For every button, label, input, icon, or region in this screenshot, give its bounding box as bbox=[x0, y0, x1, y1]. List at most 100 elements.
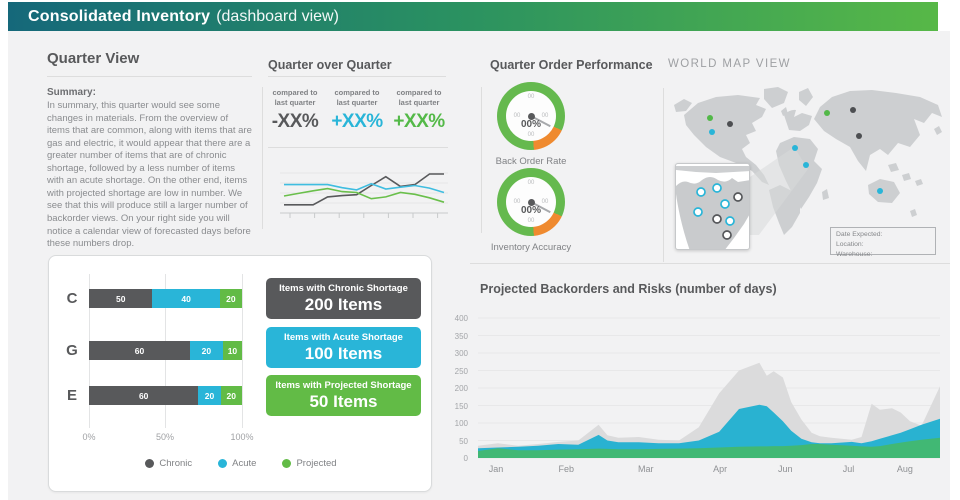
qoq-stat-value: -XX% bbox=[271, 110, 319, 132]
gauge-tick-label: 00 bbox=[527, 218, 535, 224]
projected-shortage-card[interactable]: Items with Projected Shortage 50 Items bbox=[266, 375, 421, 416]
x-axis-label: 0% bbox=[82, 432, 96, 442]
bar-track: 50 40 20 bbox=[89, 289, 242, 308]
gridline bbox=[242, 274, 243, 428]
continents bbox=[674, 87, 942, 235]
acute-shortage-card[interactable]: Items with Acute Shortage 100 Items bbox=[266, 327, 421, 368]
inset-marker[interactable] bbox=[693, 207, 703, 217]
y-tick-label: 200 bbox=[454, 384, 468, 393]
page-title: Consolidated Inventory bbox=[28, 7, 211, 25]
gauge-inventory-accuracy: 00 00 00 00 00% bbox=[497, 168, 565, 236]
map-marker[interactable] bbox=[850, 107, 856, 113]
page-subtitle: (dashboard view) bbox=[216, 7, 339, 25]
bar-segment-acute: 20 bbox=[198, 386, 221, 405]
bar-segment-projected: 20 bbox=[219, 289, 242, 308]
bar-category: C bbox=[66, 290, 78, 307]
legend: Chronic Acute Projected bbox=[49, 458, 433, 469]
x-tick-label: Jun bbox=[777, 464, 793, 474]
summary-label: Summary: bbox=[47, 87, 96, 98]
bar-segment-acute: 20 bbox=[189, 341, 223, 360]
bar-segment-chronic: 60 bbox=[89, 386, 199, 405]
map-marker[interactable] bbox=[707, 115, 713, 121]
map-marker[interactable] bbox=[709, 129, 715, 135]
legend-item-chronic[interactable]: Chronic bbox=[145, 458, 192, 469]
x-tick-label: Mar bbox=[637, 464, 654, 474]
divider bbox=[262, 87, 263, 229]
qoq-stat: compared to last quarter -XX% bbox=[264, 88, 326, 133]
map-marker[interactable] bbox=[727, 121, 733, 127]
divider bbox=[268, 147, 448, 148]
x-axis-label: 100% bbox=[230, 432, 254, 442]
qoq-heading: Quarter over Quarter bbox=[268, 58, 392, 72]
inset-marker[interactable] bbox=[720, 199, 730, 209]
map-marker[interactable] bbox=[792, 145, 798, 151]
inset-marker[interactable] bbox=[725, 216, 735, 226]
qoq-stats: compared to last quarter -XX% compared to… bbox=[264, 88, 450, 133]
area-series-projected bbox=[478, 437, 940, 458]
inset-marker[interactable] bbox=[696, 187, 706, 197]
legend-item-acute[interactable]: Acute bbox=[218, 458, 256, 469]
qoq-trend-chart bbox=[280, 172, 448, 218]
gauge-tick-label: 00 bbox=[513, 199, 521, 205]
map-marker[interactable] bbox=[824, 110, 830, 116]
gauge-tick-label: 00 bbox=[527, 94, 535, 100]
bar-segment-chronic: 50 bbox=[89, 289, 153, 308]
legend-dot bbox=[218, 459, 228, 468]
map-marker[interactable] bbox=[877, 188, 883, 194]
info-line: Location: bbox=[836, 241, 864, 249]
chronic-shortage-card[interactable]: Items with Chronic Shortage 200 Items bbox=[266, 278, 421, 319]
inset-marker[interactable] bbox=[712, 214, 722, 224]
gauge-value: 00% bbox=[520, 205, 541, 216]
bar-category: E bbox=[66, 387, 77, 404]
bar-segment-chronic: 60 bbox=[89, 341, 190, 360]
gauge-tick-label: 00 bbox=[527, 180, 535, 186]
gauge-value: 00% bbox=[520, 119, 541, 130]
gauge-tick-label: 00 bbox=[541, 113, 549, 119]
x-axis-label: 50% bbox=[155, 432, 174, 442]
y-tick-label: 100 bbox=[454, 419, 468, 428]
area-series-risk bbox=[478, 362, 940, 458]
info-line: Date Expected: bbox=[836, 231, 883, 238]
trend-line-acute bbox=[284, 182, 445, 194]
gauge-tick-label: 00 bbox=[527, 132, 535, 138]
area-x-axis: Jan Feb Mar Apr Jun Jul Aug bbox=[478, 464, 940, 478]
qoq-stat: compared to last quarter +XX% bbox=[326, 88, 388, 133]
legend-dot bbox=[282, 459, 292, 468]
inset-marker[interactable] bbox=[722, 230, 732, 240]
inset-marker[interactable] bbox=[733, 192, 743, 202]
gauge-label: Back Order Rate bbox=[495, 156, 567, 167]
y-tick-label: 0 bbox=[463, 454, 468, 463]
y-tick-label: 400 bbox=[454, 314, 468, 323]
inset-marker[interactable] bbox=[712, 183, 722, 193]
gauge-center-dot bbox=[527, 112, 535, 120]
y-tick-label: 150 bbox=[454, 401, 468, 411]
y-tick-label: 350 bbox=[454, 331, 468, 341]
gauge-tick-label: 00 bbox=[513, 113, 521, 119]
app-header: Consolidated Inventory (dashboard view) bbox=[8, 2, 938, 31]
divider bbox=[268, 76, 446, 77]
gauge-back-order-rate: 00 00 00 00 00% bbox=[497, 82, 565, 150]
area-chart-title: Projected Backorders and Risks (number o… bbox=[480, 282, 777, 296]
africa-inset-map bbox=[675, 163, 750, 250]
summary-text: In summary, this quarter would see some … bbox=[47, 100, 252, 250]
divider bbox=[481, 87, 482, 233]
bar-segment-projected: 20 bbox=[220, 386, 242, 405]
map-marker[interactable] bbox=[803, 162, 809, 168]
bar-segment-acute: 40 bbox=[152, 289, 220, 308]
legend-dot bbox=[145, 459, 155, 468]
area-y-axis: 0 50 100 150 200 250 300 350 400 bbox=[438, 314, 468, 464]
info-line: Warehouse: bbox=[836, 251, 873, 259]
shortage-breakdown-card: C 50 40 20 G 60 20 10 E 60 20 20 0% 50% 100% C… bbox=[48, 255, 432, 492]
map-marker[interactable] bbox=[856, 133, 862, 139]
quarter-view-heading: Quarter View bbox=[47, 50, 140, 67]
gauge-tick-label: 00 bbox=[541, 199, 549, 205]
shipment-info-box: Date Expected: Location: Warehouse: bbox=[830, 227, 936, 258]
world-map bbox=[674, 87, 942, 235]
qoq-stat: compared to last quarter +XX% bbox=[388, 88, 450, 133]
legend-item-projected[interactable]: Projected bbox=[282, 458, 337, 469]
y-tick-label: 300 bbox=[454, 349, 468, 358]
x-tick-label: Apr bbox=[713, 464, 728, 474]
africa-inset-svg bbox=[676, 166, 749, 249]
x-tick-label: Jul bbox=[842, 464, 855, 474]
